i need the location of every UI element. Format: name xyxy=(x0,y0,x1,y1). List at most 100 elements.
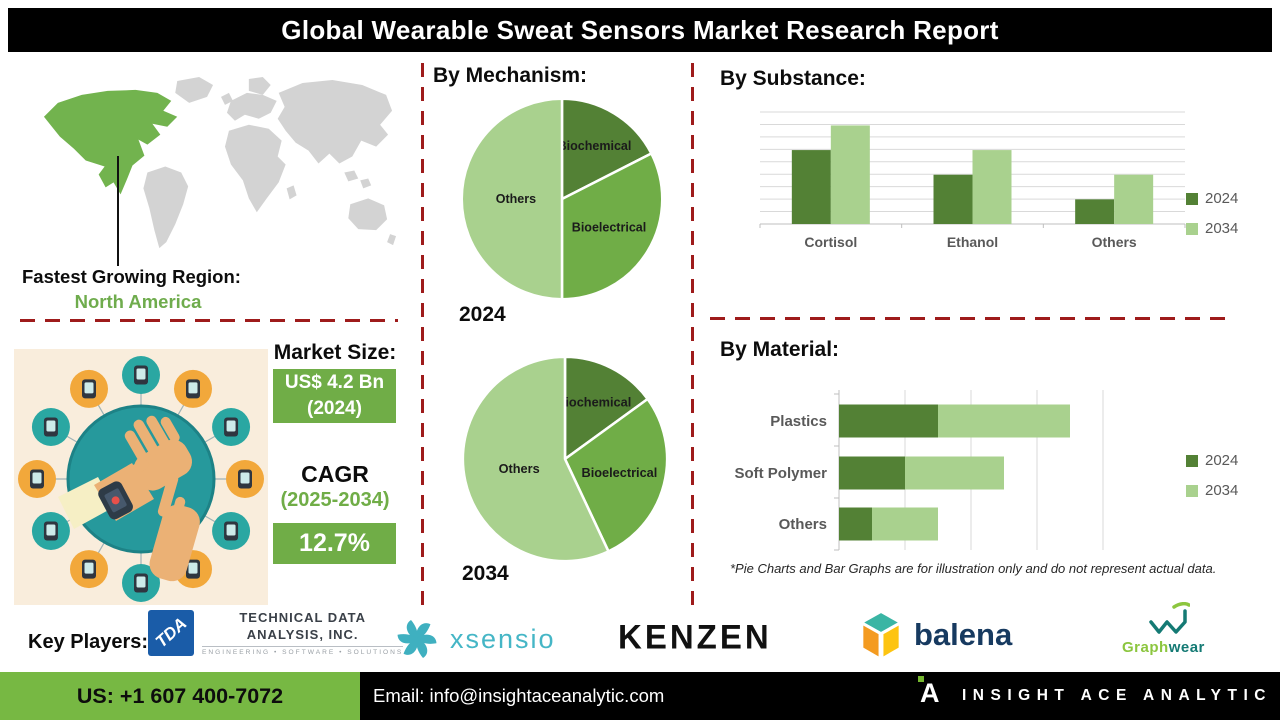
kenzen-wordmark: KENZEN xyxy=(618,617,772,656)
balena-wordmark: balena xyxy=(914,617,1013,652)
wearables-illustration xyxy=(14,349,268,605)
bar-2024-plastics xyxy=(839,404,938,438)
market-size-value-box: US$ 4.2 Bn (2024) xyxy=(273,369,396,423)
pie-svg-2034: Biochemical Bioelectrical Others xyxy=(461,355,669,563)
device-icon-screen xyxy=(46,524,56,536)
pie-slice-others xyxy=(460,97,564,301)
xsensio-petal xyxy=(406,620,418,640)
market-size-value: US$ 4.2 Bn xyxy=(284,372,385,394)
bar-2034-ethanol xyxy=(972,150,1012,224)
bar-2024-soft-polymer xyxy=(839,456,905,490)
footer-phone-box: US: +1 607 400-7072 xyxy=(0,672,360,720)
legend-item-2024: 2024 xyxy=(1186,190,1238,207)
footer-phone: US: +1 607 400-7072 xyxy=(76,683,284,708)
substance-legend: 2024 2034 xyxy=(1186,190,1238,250)
legend-swatch-2024 xyxy=(1186,454,1198,467)
map-new-zealand xyxy=(387,234,397,246)
pie-slice-label-bioelectrical: Bioelectrical xyxy=(572,221,646,235)
tda-logo-icon: TDA xyxy=(148,610,194,656)
legend-item-2034: 2034 xyxy=(1186,482,1238,499)
legend-item-2034: 2034 xyxy=(1186,220,1238,237)
separator-dash-left xyxy=(20,319,398,322)
device-icon-screen xyxy=(240,472,250,484)
world-map xyxy=(43,76,397,249)
category-label-cortisol: Cortisol xyxy=(804,234,857,250)
logo-xsensio: xsensio xyxy=(394,616,556,662)
category-label-others: Others xyxy=(1092,234,1137,250)
center-circle-ring xyxy=(66,404,216,554)
legend-label-2034: 2034 xyxy=(1205,482,1239,499)
balena-logo-icon xyxy=(860,611,902,660)
map-philippines xyxy=(360,178,372,189)
legend-label-2024: 2024 xyxy=(1205,190,1239,207)
map-south-america xyxy=(143,166,189,249)
xsensio-petal xyxy=(403,638,419,655)
device-icon-screen xyxy=(136,368,146,380)
legend-label-2024: 2024 xyxy=(1205,452,1239,469)
pie-slice-label-bioelectrical: Bioelectrical xyxy=(581,465,657,480)
map-continents xyxy=(143,76,397,249)
bar-2034-others xyxy=(1114,174,1154,224)
market-size-heading: Market Size: xyxy=(273,341,397,364)
category-label-soft-polymer: Soft Polymer xyxy=(734,465,827,482)
tda-line2: ANALYSIS, INC. xyxy=(246,626,359,642)
graphwear-wordmark: Graphwear xyxy=(1122,639,1205,656)
device-icon-screen xyxy=(188,382,198,394)
map-madagascar xyxy=(286,185,297,200)
mechanism-heading: By Mechanism: xyxy=(433,64,588,87)
category-label-others: Others xyxy=(779,516,827,533)
tda-mark: TDA xyxy=(151,613,191,652)
tda-tagline: ENGINEERING • SOFTWARE • SOLUTIONS xyxy=(202,645,404,656)
xsensio-logo-icon xyxy=(397,620,437,658)
cagr-period: (2025-2034) xyxy=(280,489,390,511)
device-icon-screen xyxy=(84,562,94,574)
substance-bar-chart: Cortisol Ethanol Others xyxy=(745,102,1235,270)
separator-dash-vertical-1 xyxy=(421,63,424,605)
region-pointer-line xyxy=(117,156,119,266)
device-icon-screen xyxy=(32,472,42,484)
legend-item-2024: 2024 xyxy=(1186,452,1238,469)
bar-2024-others xyxy=(839,507,872,541)
fastest-growing-region-value: North America xyxy=(74,291,202,312)
substance-heading: By Substance: xyxy=(720,67,866,90)
material-chart-svg: Plastics Soft Polymer Others xyxy=(734,390,1104,551)
pie-slice-label-biochemical: Biochemical xyxy=(556,395,631,410)
bar-2034-soft-polymer xyxy=(905,456,1004,490)
device-icon-screen xyxy=(226,524,236,536)
footer-brand: INSIGHT ACE ANALYTIC xyxy=(962,687,1272,704)
map-africa xyxy=(224,124,286,213)
device-satellites xyxy=(18,356,264,602)
tda-text: TECHNICAL DATA ANALYSIS, INC. ENGINEERIN… xyxy=(202,610,404,656)
logo-kenzen: KENZEN xyxy=(618,617,772,656)
pie-slice-bioelectrical xyxy=(560,152,664,301)
legend-swatch-2034 xyxy=(1186,484,1198,497)
device-icon-screen xyxy=(46,420,56,432)
xsensio-petal xyxy=(416,638,428,658)
device-icon-screen xyxy=(136,576,146,588)
pie-slice-biochemical xyxy=(563,355,649,461)
map-north-america-highlight xyxy=(43,89,178,195)
pie-svg-2024: Biochemical Bioelectrical Others xyxy=(460,97,664,301)
legend-swatch-2024 xyxy=(1186,192,1198,205)
market-size-year: (2024) xyxy=(307,398,362,419)
logo-graphwear: Graphwear xyxy=(1122,602,1205,656)
footer-bar: Email: info@insightaceanalytic.com A INS… xyxy=(360,672,1280,720)
logo-technical-data-analysis: TDA TECHNICAL DATA ANALYSIS, INC. ENGINE… xyxy=(148,610,404,656)
pie-slice-biochemical xyxy=(560,97,653,201)
fastest-growing-region-label: Fastest Growing Region: xyxy=(22,266,241,287)
category-label-plastics: Plastics xyxy=(770,413,827,430)
cagr-label: CAGR xyxy=(301,461,369,487)
pie-slice-others xyxy=(461,355,610,563)
tda-line1: TECHNICAL DATA xyxy=(239,610,366,626)
graphwear-logo-icon xyxy=(1149,602,1191,634)
disclaimer-footnote: *Pie Charts and Bar Graphs are for illus… xyxy=(730,561,1217,576)
substance-chart-svg: Cortisol Ethanol Others xyxy=(759,111,1186,250)
map-indonesia xyxy=(344,170,359,182)
pie-chart-2024: Biochemical Bioelectrical Others xyxy=(455,92,669,306)
xsensio-wordmark: xsensio xyxy=(450,623,556,654)
device-icon-screen xyxy=(226,420,236,432)
device-icon-screen xyxy=(188,562,198,574)
pie-slice-bioelectrical xyxy=(563,397,669,553)
pie-year-label-2034: 2034 xyxy=(462,562,509,585)
